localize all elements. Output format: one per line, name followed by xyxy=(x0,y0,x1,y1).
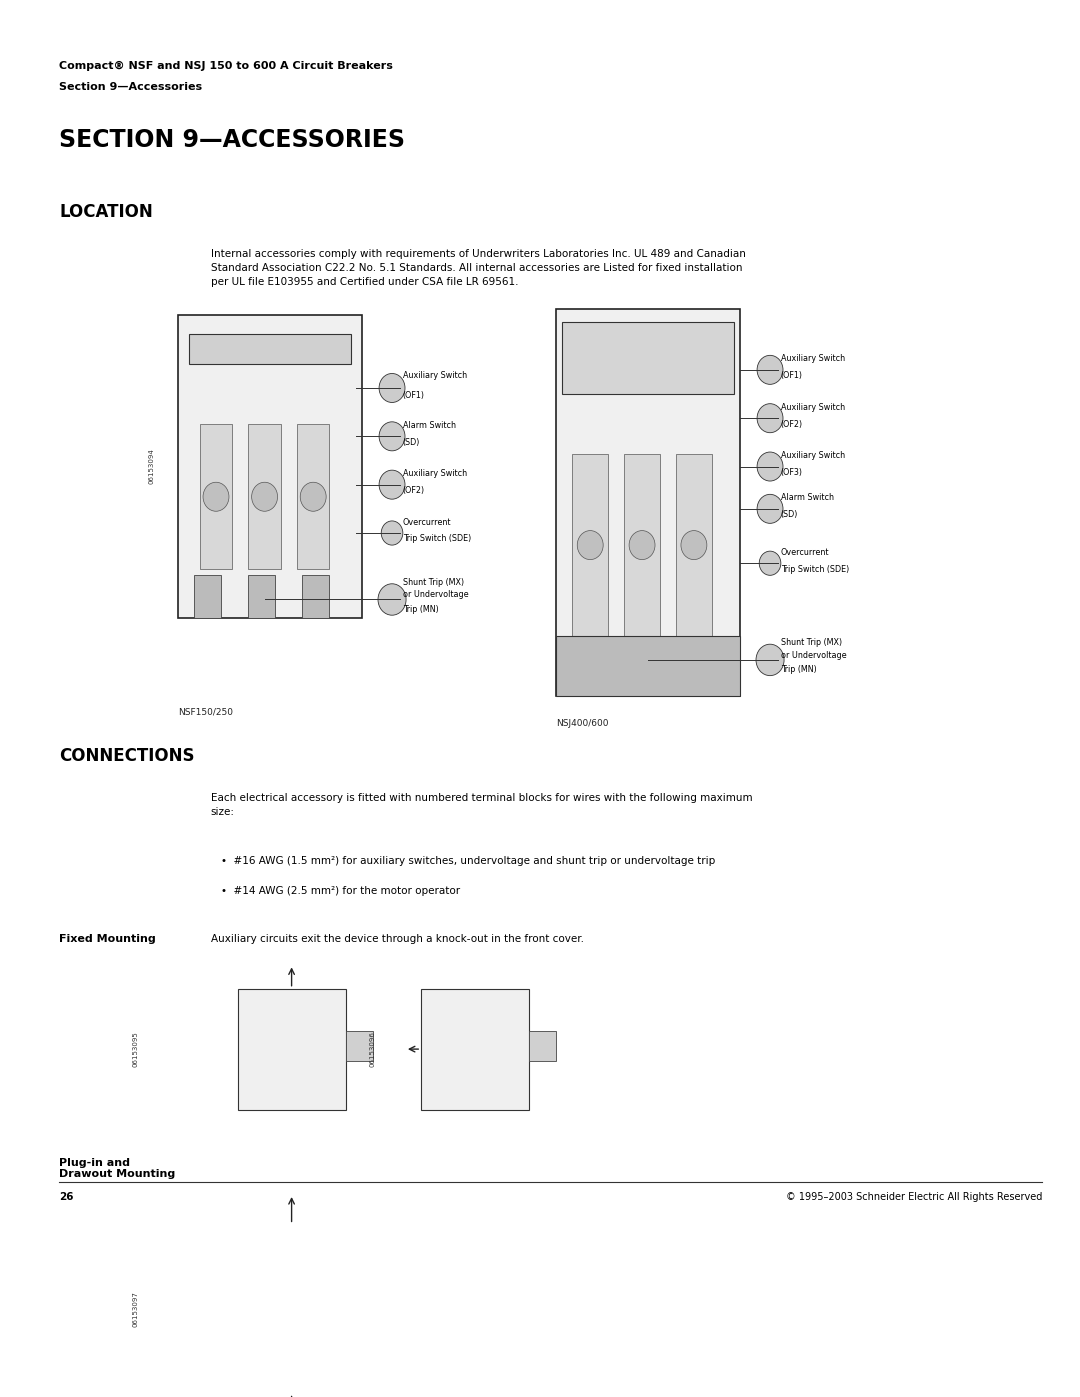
Text: (SD): (SD) xyxy=(403,437,420,447)
Text: Each electrical accessory is fitted with numbered terminal blocks for wires with: Each electrical accessory is fitted with… xyxy=(211,793,753,817)
Bar xyxy=(189,334,351,363)
Circle shape xyxy=(252,482,278,511)
Circle shape xyxy=(757,404,783,433)
Text: •  #14 AWG (2.5 mm²) for the motor operator: • #14 AWG (2.5 mm²) for the motor operat… xyxy=(221,886,460,895)
Text: Trip (MN): Trip (MN) xyxy=(781,665,816,673)
Text: NSF150/250: NSF150/250 xyxy=(178,707,233,717)
Text: 06153097: 06153097 xyxy=(132,1291,138,1327)
Circle shape xyxy=(629,531,656,560)
Circle shape xyxy=(379,373,405,402)
Text: Auxiliary Switch: Auxiliary Switch xyxy=(781,402,845,412)
Bar xyxy=(248,425,281,569)
Bar xyxy=(572,454,608,636)
Bar xyxy=(248,576,275,617)
Text: © 1995–2003 Schneider Electric All Rights Reserved: © 1995–2003 Schneider Electric All Right… xyxy=(786,1192,1042,1201)
Circle shape xyxy=(680,531,707,560)
Circle shape xyxy=(203,482,229,511)
Text: (OF1): (OF1) xyxy=(403,391,424,400)
Text: Section 9—Accessories: Section 9—Accessories xyxy=(59,82,203,92)
Text: Trip (MN): Trip (MN) xyxy=(403,605,438,613)
Bar xyxy=(346,1031,373,1062)
Bar xyxy=(351,1282,373,1306)
Text: 26: 26 xyxy=(59,1192,73,1201)
Text: Shunt Trip (MX): Shunt Trip (MX) xyxy=(403,578,464,587)
Text: or Undervoltage: or Undervoltage xyxy=(781,651,847,659)
Text: 06153094: 06153094 xyxy=(148,448,154,485)
Bar xyxy=(194,576,221,617)
Circle shape xyxy=(757,453,783,481)
Circle shape xyxy=(381,521,403,545)
Text: Alarm Switch: Alarm Switch xyxy=(781,493,834,503)
Text: Alarm Switch: Alarm Switch xyxy=(403,420,456,430)
Text: (OF1): (OF1) xyxy=(781,372,802,380)
Text: LOCATION: LOCATION xyxy=(59,203,153,221)
Text: NSJ400/600: NSJ400/600 xyxy=(556,719,609,728)
Bar xyxy=(351,1236,373,1260)
Text: (OF2): (OF2) xyxy=(781,419,802,429)
Bar xyxy=(676,454,712,636)
Circle shape xyxy=(757,355,783,384)
Bar xyxy=(421,989,529,1109)
Text: Overcurrent: Overcurrent xyxy=(781,548,829,557)
Bar xyxy=(232,1224,351,1394)
Text: Trip Switch (SDE): Trip Switch (SDE) xyxy=(781,564,849,574)
Text: CONNECTIONS: CONNECTIONS xyxy=(59,747,194,766)
Circle shape xyxy=(379,471,405,499)
Circle shape xyxy=(300,482,326,511)
Text: Auxiliary Switch: Auxiliary Switch xyxy=(403,372,467,380)
Text: Auxiliary circuits exit the device through a knock-out in the front cover.: Auxiliary circuits exit the device throu… xyxy=(211,935,583,944)
Text: Auxiliary Switch: Auxiliary Switch xyxy=(403,469,467,478)
Text: Plug-in and
Drawout Mounting: Plug-in and Drawout Mounting xyxy=(59,1158,176,1179)
Text: •  #16 AWG (1.5 mm²) for auxiliary switches, undervoltage and shunt trip or unde: • #16 AWG (1.5 mm²) for auxiliary switch… xyxy=(221,856,716,866)
Bar xyxy=(529,1031,556,1062)
Text: Internal accessories comply with requirements of Underwriters Laboratories Inc. : Internal accessories comply with require… xyxy=(211,249,745,286)
Text: (OF2): (OF2) xyxy=(403,486,424,495)
Text: Overcurrent: Overcurrent xyxy=(403,517,451,527)
Circle shape xyxy=(756,644,784,676)
Circle shape xyxy=(378,584,406,615)
Bar xyxy=(351,1329,373,1352)
Text: (OF3): (OF3) xyxy=(781,468,802,476)
Bar xyxy=(297,425,329,569)
Bar xyxy=(302,576,329,617)
Text: Auxiliary Switch: Auxiliary Switch xyxy=(781,355,845,363)
FancyBboxPatch shape xyxy=(178,316,362,617)
Circle shape xyxy=(759,552,781,576)
Circle shape xyxy=(379,422,405,451)
Text: 06153095: 06153095 xyxy=(132,1031,138,1067)
Text: (SD): (SD) xyxy=(781,510,798,520)
Text: Trip Switch (SDE): Trip Switch (SDE) xyxy=(403,535,471,543)
Text: 06153096: 06153096 xyxy=(369,1031,376,1067)
Text: Shunt Trip (MX): Shunt Trip (MX) xyxy=(781,638,842,647)
Text: SECTION 9—ACCESSORIES: SECTION 9—ACCESSORIES xyxy=(59,129,405,152)
Bar xyxy=(200,425,232,569)
Bar xyxy=(562,321,734,394)
Bar xyxy=(383,1278,410,1327)
Bar xyxy=(238,989,346,1109)
Bar xyxy=(556,636,740,696)
Text: Fixed Mounting: Fixed Mounting xyxy=(59,935,157,944)
Circle shape xyxy=(577,531,604,560)
Bar xyxy=(624,454,660,636)
Text: Compact® NSF and NSJ 150 to 600 A Circuit Breakers: Compact® NSF and NSJ 150 to 600 A Circui… xyxy=(59,60,393,70)
Text: Auxiliary Switch: Auxiliary Switch xyxy=(781,451,845,460)
Circle shape xyxy=(757,495,783,524)
FancyBboxPatch shape xyxy=(556,309,740,696)
Text: or Undervoltage: or Undervoltage xyxy=(403,590,469,599)
